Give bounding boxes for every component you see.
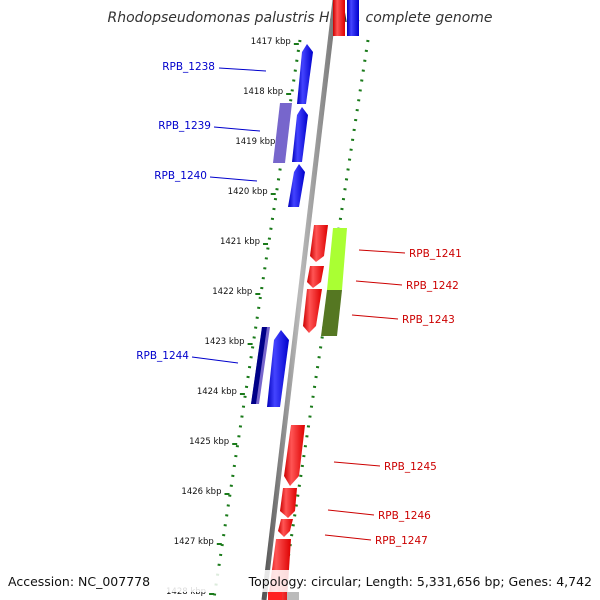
- leader-rpb-1243: [351, 314, 399, 320]
- partial-reverse-gene[interactable]: [347, 0, 359, 36]
- kbp-tick-label: 1421 kbp: [220, 237, 260, 247]
- gene-rpb-1243[interactable]: [303, 289, 322, 333]
- leader-rpb-1245: [333, 461, 381, 467]
- kbp-tick-label: 1417 kbp: [251, 37, 291, 47]
- leader-rpb-1240: [209, 176, 258, 182]
- label-rpb-1246[interactable]: RPB_1246: [378, 510, 431, 522]
- gene-rpb-1244-dark[interactable]: [251, 327, 267, 404]
- feature-green[interactable]: [327, 228, 347, 290]
- label-rpb-1241[interactable]: RPB_1241: [409, 248, 462, 260]
- gene-rpb-1244[interactable]: [267, 330, 289, 407]
- kbp-tick-label: 1426 kbp: [181, 487, 221, 497]
- gene-rpb-1241[interactable]: [310, 225, 328, 262]
- leader-rpb-1239: [213, 126, 261, 132]
- leader-rpb-1246: [327, 509, 375, 516]
- gene-rpb-1239-alt[interactable]: [273, 103, 292, 163]
- label-rpb-1243[interactable]: RPB_1243: [402, 314, 455, 326]
- partial-forward-gene[interactable]: [333, 0, 345, 36]
- label-rpb-1245[interactable]: RPB_1245: [384, 461, 437, 473]
- kbp-tick-label: 1420 kbp: [228, 187, 268, 197]
- gene-rpb-1242[interactable]: [307, 266, 324, 288]
- genome-backbone: [261, 0, 338, 600]
- label-rpb-1240[interactable]: RPB_1240: [154, 170, 207, 182]
- leader-rpb-1244: [191, 356, 239, 364]
- kbp-tick-label: 1427 kbp: [174, 537, 214, 547]
- kbp-tick-label: 1423 kbp: [205, 337, 245, 347]
- leader-rpb-1242: [355, 280, 403, 286]
- leader-rpb-1238: [218, 67, 267, 72]
- label-rpb-1238[interactable]: RPB_1238: [162, 61, 215, 73]
- leader-rpb-1241: [358, 249, 406, 254]
- gene-rpb-1245[interactable]: [284, 425, 305, 486]
- kbp-tick-label: 1419 kbp: [235, 137, 275, 147]
- label-rpb-1242[interactable]: RPB_1242: [406, 280, 459, 292]
- feature-olive[interactable]: [321, 290, 342, 336]
- leader-rpb-1247: [324, 534, 372, 541]
- partial-bottom-forward[interactable]: [268, 592, 282, 600]
- right-dotted-rail: [280, 39, 370, 599]
- kbp-tick-label: 1422 kbp: [212, 287, 252, 297]
- gene-rpb-1246[interactable]: [280, 488, 297, 518]
- kbp-tick-label: 1425 kbp: [189, 437, 229, 447]
- gene-rpb-1247a[interactable]: [278, 519, 293, 537]
- accession-text: Accession: NC_007778: [8, 574, 150, 589]
- left-dotted-rail: [212, 39, 302, 599]
- kbp-tick-label: 1418 kbp: [243, 87, 283, 97]
- kbp-tick-label: 1424 kbp: [197, 387, 237, 397]
- gene-rpb-1238[interactable]: [297, 44, 313, 104]
- label-rpb-1247[interactable]: RPB_1247: [375, 535, 428, 547]
- partial-bottom-backbone: [287, 592, 299, 600]
- footer-band: [0, 570, 600, 592]
- label-rpb-1244[interactable]: RPB_1244: [136, 350, 189, 362]
- label-rpb-1239[interactable]: RPB_1239: [158, 120, 211, 132]
- gene-rpb-1239[interactable]: [292, 107, 308, 162]
- genome-title: Rhodopseudomonas palustris HaA2, complet…: [107, 10, 492, 26]
- gene-rpb-1240[interactable]: [288, 164, 305, 207]
- genome-summary-text: Topology: circular; Length: 5,331,656 bp…: [248, 574, 592, 589]
